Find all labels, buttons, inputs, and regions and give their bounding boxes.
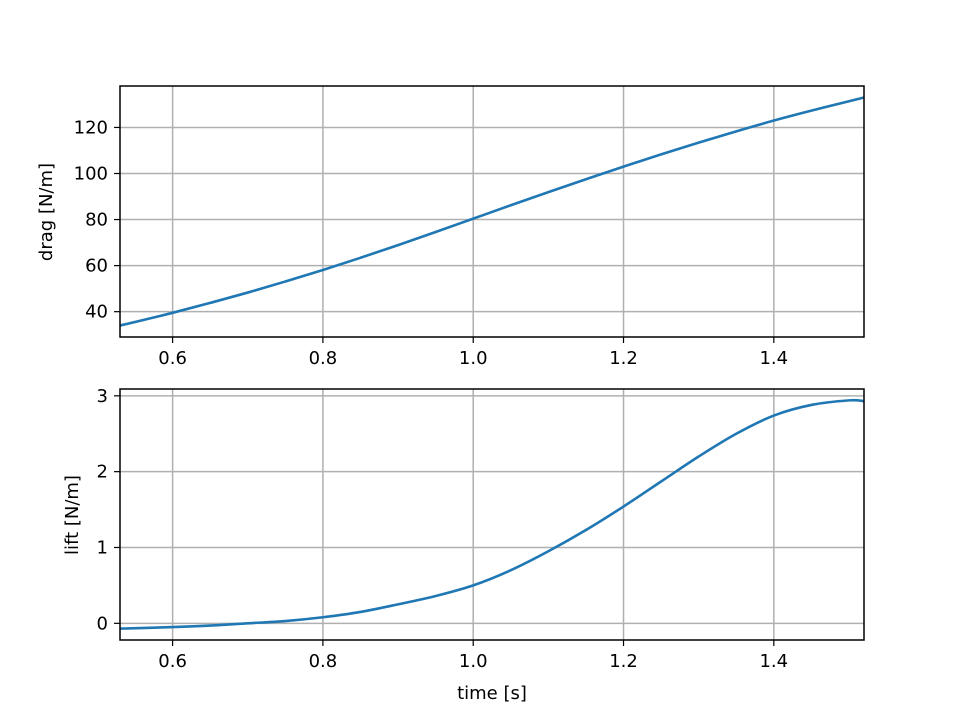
drag-x-tick-label: 0.8 — [309, 348, 338, 369]
lift-x-tick-label: 1.0 — [459, 651, 488, 672]
drag-y-tick-label: 40 — [85, 302, 108, 323]
lift-y-tick-label: 2 — [97, 462, 108, 483]
x-axis-label: time [s] — [457, 683, 527, 704]
drag-series-line — [119, 96, 865, 327]
lift-series-layer — [119, 398, 865, 630]
lift-y-ticks: 0 1 2 3 — [97, 386, 120, 634]
drag-x-ticks: 0.6 0.8 1.0 1.2 1.4 — [158, 337, 788, 369]
drag-subplot: 0.6 0.8 1.0 1.2 1.4 40 60 80 100 120 drag [N/m] — [36, 85, 865, 369]
lift-x-ticks: 0.6 0.8 1.0 1.2 1.4 — [158, 640, 788, 672]
drag-y-axis-label: drag [N/m] — [36, 163, 57, 261]
lift-x-tick-label: 1.2 — [609, 651, 638, 672]
lift-grid — [120, 389, 864, 640]
lift-y-tick-label: 0 — [97, 613, 108, 634]
drag-y-tick-label: 60 — [85, 256, 108, 277]
drag-grid — [120, 86, 864, 337]
lift-y-tick-label: 1 — [97, 537, 108, 558]
lift-series-line — [119, 398, 865, 630]
drag-y-tick-label: 100 — [74, 164, 108, 185]
lift-axes-frame — [119, 388, 865, 641]
drag-y-tick-label: 80 — [85, 210, 108, 231]
lift-subplot: 0.6 0.8 1.0 1.2 1.4 0 1 2 3 lift [N/m] time [s] — [62, 386, 865, 704]
lift-x-tick-label: 0.8 — [309, 651, 338, 672]
lift-x-tick-label: 0.6 — [158, 651, 187, 672]
drag-x-tick-label: 0.6 — [158, 348, 187, 369]
drag-series-layer — [119, 96, 865, 327]
lift-x-tick-label: 1.4 — [759, 651, 788, 672]
drag-y-tick-label: 120 — [74, 117, 108, 138]
drag-y-ticks: 40 60 80 100 120 — [74, 117, 120, 323]
drag-x-tick-label: 1.4 — [759, 348, 788, 369]
drag-x-tick-label: 1.2 — [609, 348, 638, 369]
lift-y-tick-label: 3 — [97, 386, 108, 407]
lift-y-axis-label: lift [N/m] — [62, 475, 83, 555]
drag-x-tick-label: 1.0 — [459, 348, 488, 369]
drag-axes-frame — [119, 85, 865, 338]
